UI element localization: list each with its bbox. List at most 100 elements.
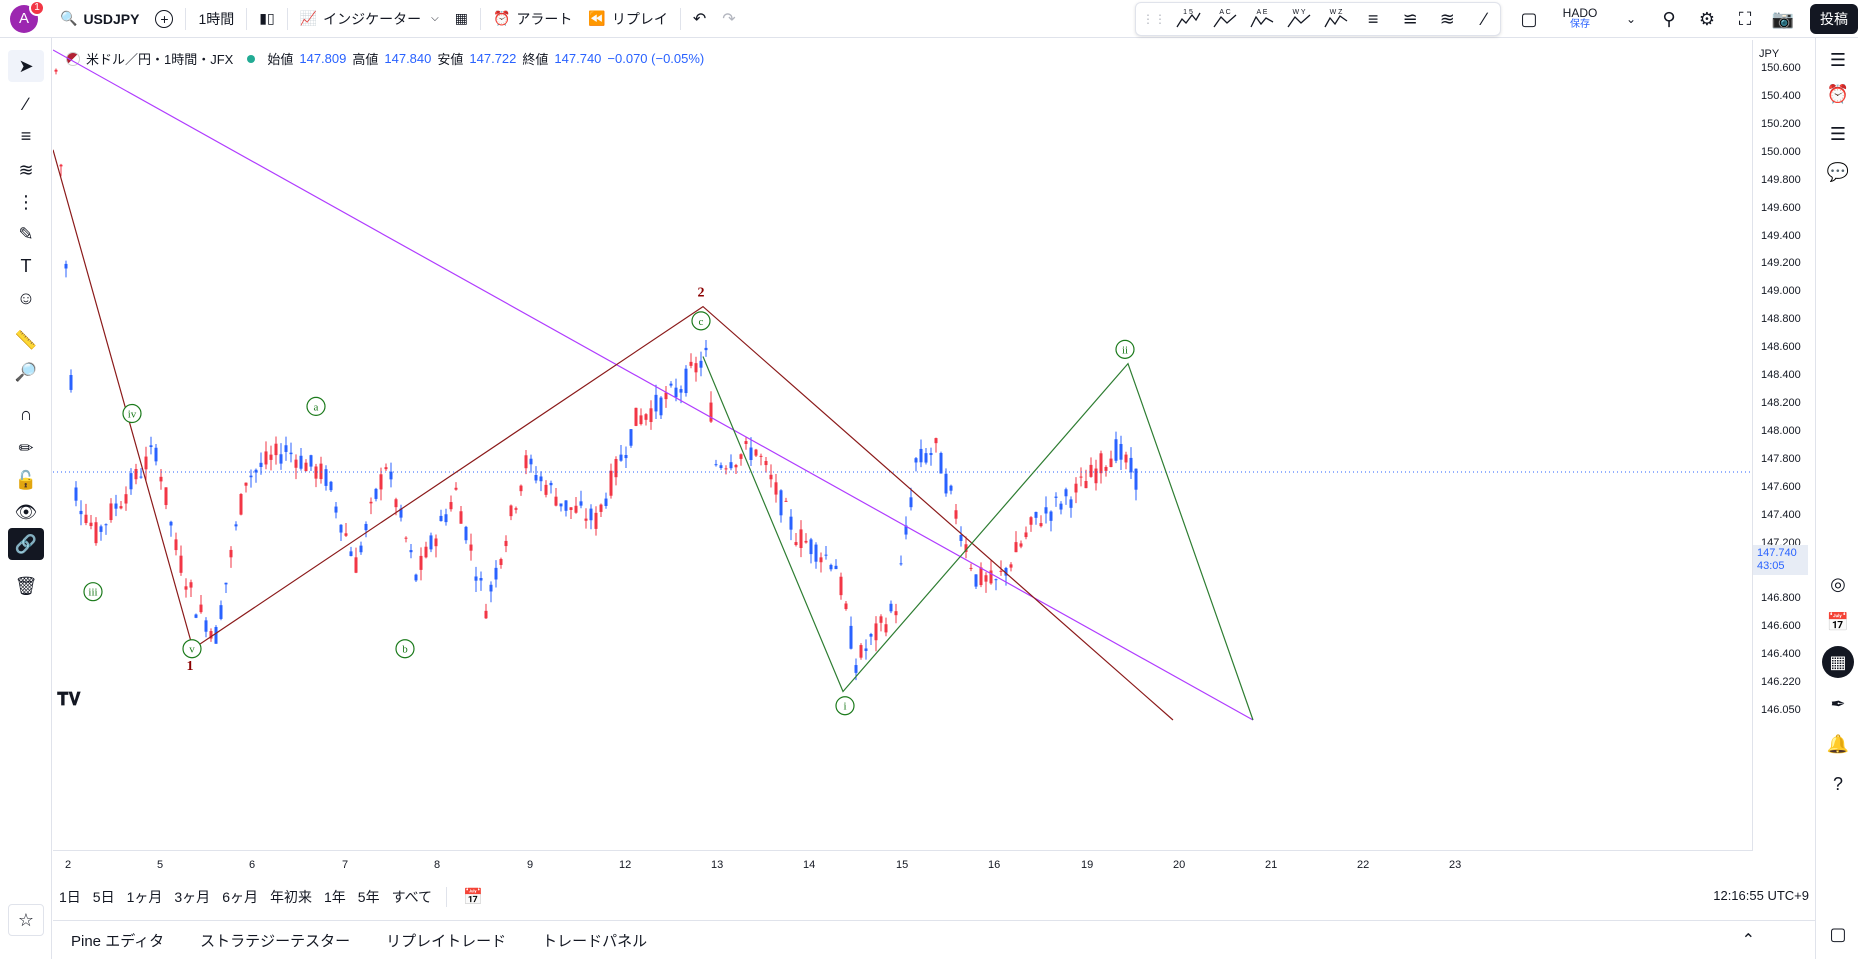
currency-label[interactable]: JPY: [1759, 48, 1780, 60]
interval-button[interactable]: 1時間: [198, 10, 235, 27]
range-button[interactable]: 6ヶ月: [222, 889, 258, 905]
quick-search-icon[interactable]: ⚲: [1662, 8, 1676, 29]
eye-icon[interactable]: 👁: [14, 501, 38, 522]
prediction-icon[interactable]: ⋮: [17, 191, 35, 212]
notification-bell-icon[interactable]: 🔔: [1826, 733, 1850, 754]
range-button[interactable]: 3ヶ月: [174, 889, 211, 905]
target-icon[interactable]: ◎: [1830, 573, 1846, 594]
fullscreen-square-icon[interactable]: ▢: [1520, 8, 1538, 29]
candle-body: [74, 487, 78, 501]
range-button[interactable]: 1年: [323, 889, 346, 905]
elliott-correction-tool[interactable]: A C: [1209, 5, 1240, 33]
replay-button[interactable]: ⏪ リプレイ: [580, 0, 675, 38]
candle-body: [174, 539, 178, 551]
trash-icon[interactable]: 🗑: [14, 575, 38, 596]
panel-tabs: Pine エディタ ストラテジーテスター リプレイトレード トレードパネル ⌃: [53, 920, 1815, 959]
post-button[interactable]: 投稿: [1810, 4, 1858, 34]
candle-body: [364, 523, 368, 531]
price-tick: 147.400: [1761, 508, 1801, 521]
camera-icon[interactable]: 📷: [1771, 8, 1795, 29]
elliott-double-combo-tool[interactable]: W Y: [1283, 5, 1314, 33]
range-button[interactable]: 5年: [357, 889, 380, 905]
candle-body: [304, 462, 308, 472]
trend-line-icon[interactable]: ∕: [1482, 8, 1486, 29]
user-avatar[interactable]: A 1: [10, 0, 45, 33]
elliott-impulse-tool[interactable]: 1 5: [1172, 5, 1203, 33]
alerts-clock-icon[interactable]: ⏰: [1826, 83, 1850, 104]
alert-button[interactable]: ⏰ アラート: [485, 0, 580, 38]
pattern-icon[interactable]: ≋: [1439, 8, 1455, 29]
undo-button[interactable]: ↶: [685, 0, 714, 38]
candle-body: [849, 625, 853, 649]
link-icon[interactable]: 🔗: [8, 528, 44, 560]
brush-icon[interactable]: ✎: [18, 223, 34, 244]
range-button[interactable]: 1日: [59, 889, 81, 905]
candle-body: [404, 537, 408, 539]
ruler-icon[interactable]: 📏: [14, 329, 38, 350]
drag-handle-icon[interactable]: ⋮⋮: [1142, 12, 1166, 26]
lock-icon[interactable]: 🔓: [14, 469, 38, 490]
calendar-icon[interactable]: 📅: [1826, 611, 1850, 632]
symbol-search[interactable]: 🔍 USDJPY: [52, 0, 147, 38]
panel-tab[interactable]: Pine エディタ: [71, 932, 165, 950]
watchlist-icon[interactable]: ☰: [1829, 49, 1847, 70]
range-button[interactable]: 年初来: [269, 889, 312, 905]
settings-icon[interactable]: ⚙: [1698, 8, 1716, 29]
help-icon[interactable]: ?: [1832, 773, 1843, 794]
elliott-triple-combo-tool[interactable]: W Z: [1320, 5, 1351, 33]
candle-body: [854, 665, 858, 673]
panel-tab[interactable]: トレードパネル: [542, 932, 648, 950]
fullscreen-icon[interactable]: ⛶: [1738, 8, 1752, 29]
favorites-star-icon[interactable]: ☆: [8, 904, 44, 936]
fib-icon[interactable]: ≡: [20, 125, 32, 146]
range-button[interactable]: 1ヶ月: [126, 889, 163, 905]
wave-label: ii: [1115, 339, 1135, 359]
broadcast-icon[interactable]: ✒: [1830, 693, 1846, 714]
legend-title[interactable]: 米ドル／円・1時間・JFX: [86, 52, 234, 67]
add-symbol-button[interactable]: +: [147, 0, 181, 38]
chart-type-button[interactable]: ▮▯: [251, 0, 282, 38]
trend-line-icon[interactable]: ∕: [24, 93, 28, 114]
candle-body: [1074, 483, 1078, 493]
horizontal-lines-icon[interactable]: ≡: [1367, 8, 1379, 29]
layers-icon[interactable]: ☰: [1829, 123, 1847, 144]
chevron-down-icon[interactable]: ⌄: [1625, 12, 1637, 26]
pattern-icon[interactable]: ≋: [18, 159, 34, 180]
layout-name[interactable]: HADO 保存: [1548, 7, 1612, 31]
panel-tab[interactable]: リプレイトレード: [386, 932, 507, 950]
cursor-icon[interactable]: ➤: [8, 50, 44, 82]
magnet-icon[interactable]: ∩: [19, 403, 33, 424]
candle-body: [374, 488, 378, 499]
clock[interactable]: 12:16:55 UTC+9: [1713, 888, 1809, 903]
candle-body: [879, 616, 883, 623]
price-scale[interactable]: JPY 150.600 150.400 150.200 150.000 149.800 1…: [1752, 40, 1815, 850]
candle-body: [489, 584, 493, 592]
candle-body: [219, 605, 223, 619]
apps-grid-icon[interactable]: ▦: [1822, 646, 1854, 678]
range-button[interactable]: すべて: [391, 889, 433, 905]
range-button[interactable]: 5日: [92, 889, 115, 905]
expand-icon[interactable]: ▢: [1829, 923, 1847, 944]
candle-body: [434, 538, 438, 547]
panel-tab[interactable]: ストラテジーテスター: [200, 932, 351, 950]
elliott-triangle-tool[interactable]: A E: [1246, 5, 1277, 33]
indicators-button[interactable]: 📈 インジケーター ⌵: [292, 0, 447, 38]
candle-body: [389, 471, 393, 480]
chat-icon[interactable]: 💬: [1826, 161, 1850, 182]
text-icon[interactable]: T: [20, 255, 32, 276]
zoom-icon[interactable]: 🔎: [14, 361, 38, 382]
right-sidebar: ☰ ⏰ ☰ 💬 ◎ 📅 ▦ ✒ 🔔 ? ▢: [1815, 38, 1858, 959]
candle-body: [619, 454, 623, 461]
redo-button[interactable]: ↷: [714, 0, 743, 38]
date-range-calendar-icon[interactable]: 📅: [463, 889, 483, 906]
collapse-icon[interactable]: ⌃: [1741, 932, 1755, 949]
candle-body: [539, 476, 543, 482]
candle-body: [529, 458, 533, 465]
time-axis[interactable]: 2 5 6 7 8 9 12 13 14 15 16 19 20 21 22 23: [53, 850, 1753, 880]
pencil-lock-icon[interactable]: ✏: [18, 437, 34, 458]
layouts-button[interactable]: ▦: [447, 0, 476, 38]
emoji-icon[interactable]: ☺: [16, 287, 36, 308]
candle-body: [894, 611, 898, 616]
trend-channel-icon[interactable]: ≌: [1402, 8, 1418, 29]
